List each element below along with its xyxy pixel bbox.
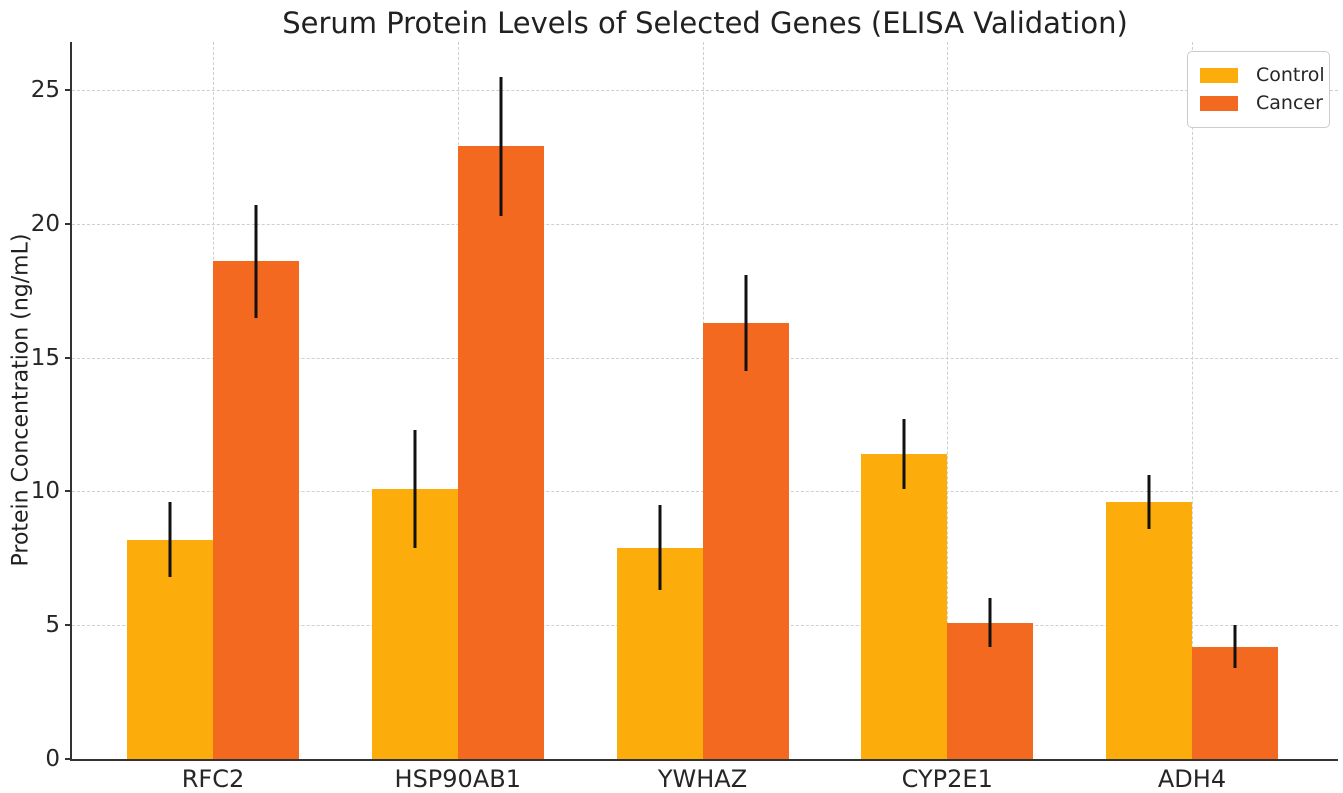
error-bar bbox=[254, 205, 258, 318]
y-tick-label: 20 bbox=[30, 210, 60, 237]
x-tick-label-rfc2: RFC2 bbox=[181, 765, 245, 793]
bar-cancer-rfc2 bbox=[213, 261, 299, 759]
y-tick-label: 5 bbox=[45, 612, 60, 639]
y-tick-mark bbox=[65, 222, 72, 225]
error-bar bbox=[744, 274, 747, 372]
x-tick-label-hsp90ab1: HSP90AB1 bbox=[394, 765, 521, 793]
y-tick-mark bbox=[65, 356, 72, 359]
bar-cancer-ywhaz bbox=[702, 322, 789, 759]
error-bar bbox=[1233, 625, 1237, 669]
bar-control-adh4 bbox=[1106, 502, 1192, 759]
bar-cancer-hsp90ab1 bbox=[457, 146, 544, 759]
y-tick-mark bbox=[65, 624, 72, 627]
chart-title: Serum Protein Levels of Selected Genes (… bbox=[282, 6, 1128, 40]
error-bar bbox=[988, 598, 992, 647]
legend-label-cancer: Cancer bbox=[1256, 92, 1323, 114]
y-axis-spine bbox=[70, 42, 72, 761]
y-tick-label: 10 bbox=[30, 478, 60, 505]
x-tick-label-cyp2e1: CYP2E1 bbox=[901, 765, 993, 793]
gridline-horizontal bbox=[72, 90, 1338, 92]
legend-item-control: Control bbox=[1200, 61, 1325, 89]
y-tick-label: 25 bbox=[30, 77, 60, 104]
y-tick-mark bbox=[65, 89, 72, 92]
error-bar bbox=[413, 429, 417, 548]
gridline-vertical bbox=[1192, 42, 1193, 759]
legend-label-control: Control bbox=[1256, 64, 1325, 86]
y-tick-mark bbox=[65, 490, 72, 493]
error-bar bbox=[658, 504, 661, 591]
legend: Control Cancer bbox=[1187, 51, 1330, 128]
y-tick-mark bbox=[65, 758, 72, 760]
x-tick-label-adh4: ADH4 bbox=[1157, 765, 1227, 793]
error-bar bbox=[902, 419, 906, 489]
legend-item-cancer: Cancer bbox=[1200, 89, 1323, 117]
y-tick-label: 0 bbox=[45, 746, 60, 772]
cancer-swatch bbox=[1200, 95, 1238, 111]
gridline-vertical bbox=[947, 42, 949, 759]
error-bar bbox=[168, 502, 172, 578]
gridline-horizontal bbox=[72, 223, 1338, 225]
y-tick-label: 15 bbox=[30, 344, 60, 371]
x-axis-spine bbox=[70, 759, 1338, 761]
error-bar bbox=[1147, 475, 1151, 529]
bar-control-cyp2e1 bbox=[861, 454, 948, 759]
x-tick-label-ywhaz: YWHAZ bbox=[657, 765, 748, 793]
error-bar bbox=[499, 76, 503, 216]
control-swatch bbox=[1200, 67, 1238, 83]
